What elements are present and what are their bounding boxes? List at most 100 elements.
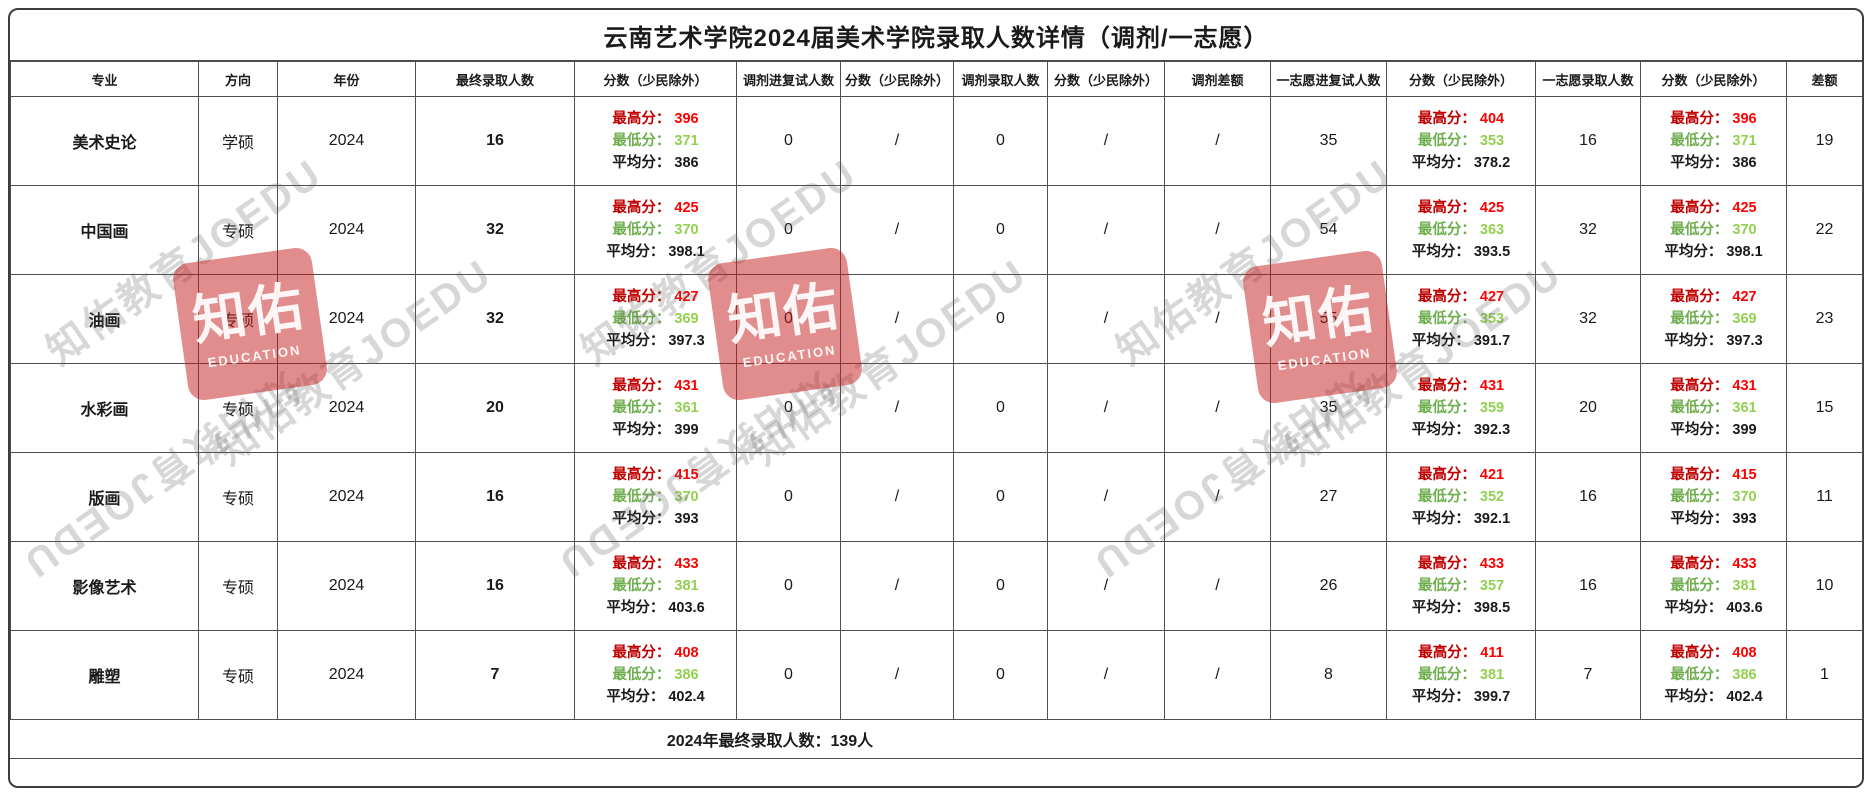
score-label-min: 最低分：: [612, 399, 671, 416]
score-label-max: 最高分：: [1670, 288, 1729, 305]
score-value-min: 363: [1479, 221, 1505, 238]
score-label-max: 最高分：: [1670, 199, 1729, 216]
cell-yzy-luqu-count: 20: [1535, 363, 1641, 453]
score-label-avg: 平均分：: [1411, 243, 1470, 260]
cell-yzy-fushi-score: 最高分： 431 最低分： 359 平均分： 392.3: [1386, 363, 1536, 453]
cell-yzy-luqu-score: 最高分： 415 最低分： 370 平均分： 393: [1640, 452, 1787, 542]
score-value-avg: 398.5: [1473, 599, 1511, 616]
cell-diff: 1: [1786, 630, 1863, 720]
score-label-max: 最高分：: [612, 199, 671, 216]
score-value-avg: 386: [674, 154, 699, 171]
cell-tj-luqu-count: 0: [953, 541, 1048, 631]
cell-yzy-fushi-count: 26: [1270, 541, 1387, 631]
score-value-min: 353: [1479, 310, 1505, 327]
cell-final-score: 最高分： 415 最低分： 370 平均分： 393: [574, 452, 737, 542]
score-label-min: 最低分：: [1417, 666, 1476, 683]
cell-tj-fushi-count: 0: [736, 452, 841, 542]
cell-tj-fushi-count: 0: [736, 185, 841, 275]
cell-tj-diff: /: [1164, 185, 1271, 275]
cell-year: 2024: [277, 274, 416, 364]
cell-direction: 学硕: [198, 96, 278, 186]
score-value-max: 404: [1479, 110, 1505, 127]
score-value-min: 369: [1732, 310, 1757, 327]
score-label-avg: 平均分：: [1670, 421, 1729, 438]
cell-year: 2024: [277, 363, 416, 453]
cell-direction: 专硕: [198, 274, 278, 364]
score-label-avg: 平均分：: [612, 510, 671, 527]
score-label-max: 最高分：: [1417, 555, 1476, 572]
cell-diff: 15: [1786, 363, 1863, 453]
score-value-avg: 392.3: [1473, 421, 1511, 438]
score-label-max: 最高分：: [1670, 377, 1729, 394]
cell-yzy-fushi-score: 最高分： 411 最低分： 381 平均分： 399.7: [1386, 630, 1536, 720]
cell-final-score: 最高分： 396 最低分： 371 平均分： 386: [574, 96, 737, 186]
score-value-min: 370: [674, 221, 699, 238]
score-label-max: 最高分：: [1417, 288, 1476, 305]
cell-tj-fushi-score: /: [840, 96, 954, 186]
score-label-max: 最高分：: [1417, 199, 1476, 216]
score-label-min: 最低分：: [1417, 488, 1476, 505]
score-value-avg: 398.1: [1726, 243, 1763, 260]
cell-major: 影像艺术: [10, 541, 199, 631]
score-value-max: 431: [1732, 377, 1757, 394]
cell-tj-fushi-score: /: [840, 630, 954, 720]
score-value-max: 427: [674, 288, 699, 305]
cell-tj-luqu-score: /: [1047, 541, 1165, 631]
cell-yzy-luqu-count: 32: [1535, 274, 1641, 364]
table-row: 油画 专硕 2024 32 最高分： 427 最低分： 369 平均分： 397.3 0/0//55…: [10, 274, 1863, 364]
column-header: 分数（少民除外）: [1386, 61, 1536, 97]
score-value-min: 352: [1479, 488, 1505, 505]
score-value-avg: 399: [674, 421, 699, 438]
score-label-min: 最低分：: [612, 666, 671, 683]
column-header: 调剂进复试人数: [736, 61, 841, 97]
score-label-max: 最高分：: [1670, 466, 1729, 483]
cell-tj-fushi-count: 0: [736, 96, 841, 186]
score-value-avg: 386: [1732, 154, 1757, 171]
score-label-min: 最低分：: [1670, 221, 1729, 238]
score-label-min: 最低分：: [612, 488, 671, 505]
score-label-avg: 平均分：: [606, 688, 665, 705]
score-value-min: 381: [1732, 577, 1757, 594]
cell-year: 2024: [277, 630, 416, 720]
cell-diff: 11: [1786, 452, 1863, 542]
score-label-avg: 平均分：: [606, 243, 665, 260]
score-value-avg: 378.2: [1473, 154, 1511, 171]
cell-yzy-fushi-score: 最高分： 404 最低分： 353 平均分： 378.2: [1386, 96, 1536, 186]
score-value-min: 371: [674, 132, 699, 149]
cell-major: 版画: [10, 452, 199, 542]
score-value-min: 386: [1732, 666, 1757, 683]
score-value-min: 359: [1479, 399, 1505, 416]
score-label-min: 最低分：: [1670, 132, 1729, 149]
score-label-min: 最低分：: [612, 577, 671, 594]
score-value-avg: 398.1: [668, 243, 705, 260]
score-label-min: 最低分：: [1670, 488, 1729, 505]
score-value-avg: 393.5: [1473, 243, 1511, 260]
score-label-min: 最低分：: [1670, 310, 1729, 327]
score-value-max: 421: [1479, 466, 1505, 483]
score-value-min: 370: [674, 488, 699, 505]
score-value-max: 415: [674, 466, 699, 483]
column-header: 年份: [277, 61, 416, 97]
cell-year: 2024: [277, 541, 416, 631]
score-value-max: 433: [1732, 555, 1757, 572]
score-label-min: 最低分：: [1417, 132, 1476, 149]
cell-tj-fushi-count: 0: [736, 630, 841, 720]
cell-yzy-luqu-count: 16: [1535, 541, 1641, 631]
score-label-max: 最高分：: [612, 377, 671, 394]
score-label-max: 最高分：: [1417, 377, 1476, 394]
cell-final-count: 16: [415, 452, 575, 542]
cell-tj-fushi-score: /: [840, 541, 954, 631]
table-row: 美术史论 学硕 2024 16 最高分： 396 最低分： 371 平均分： 386 0/0//35…: [10, 96, 1863, 186]
score-value-min: 361: [674, 399, 699, 416]
score-value-avg: 397.3: [1726, 332, 1763, 349]
score-value-avg: 402.4: [1726, 688, 1763, 705]
cell-tj-fushi-score: /: [840, 274, 954, 364]
score-label-min: 最低分：: [1670, 666, 1729, 683]
cell-tj-fushi-score: /: [840, 363, 954, 453]
cell-tj-luqu-score: /: [1047, 452, 1165, 542]
cell-direction: 专硕: [198, 185, 278, 275]
score-value-min: 370: [1732, 221, 1757, 238]
column-header: 分数（少民除外）: [574, 61, 737, 97]
score-value-avg: 391.7: [1473, 332, 1511, 349]
cell-tj-diff: /: [1164, 363, 1271, 453]
